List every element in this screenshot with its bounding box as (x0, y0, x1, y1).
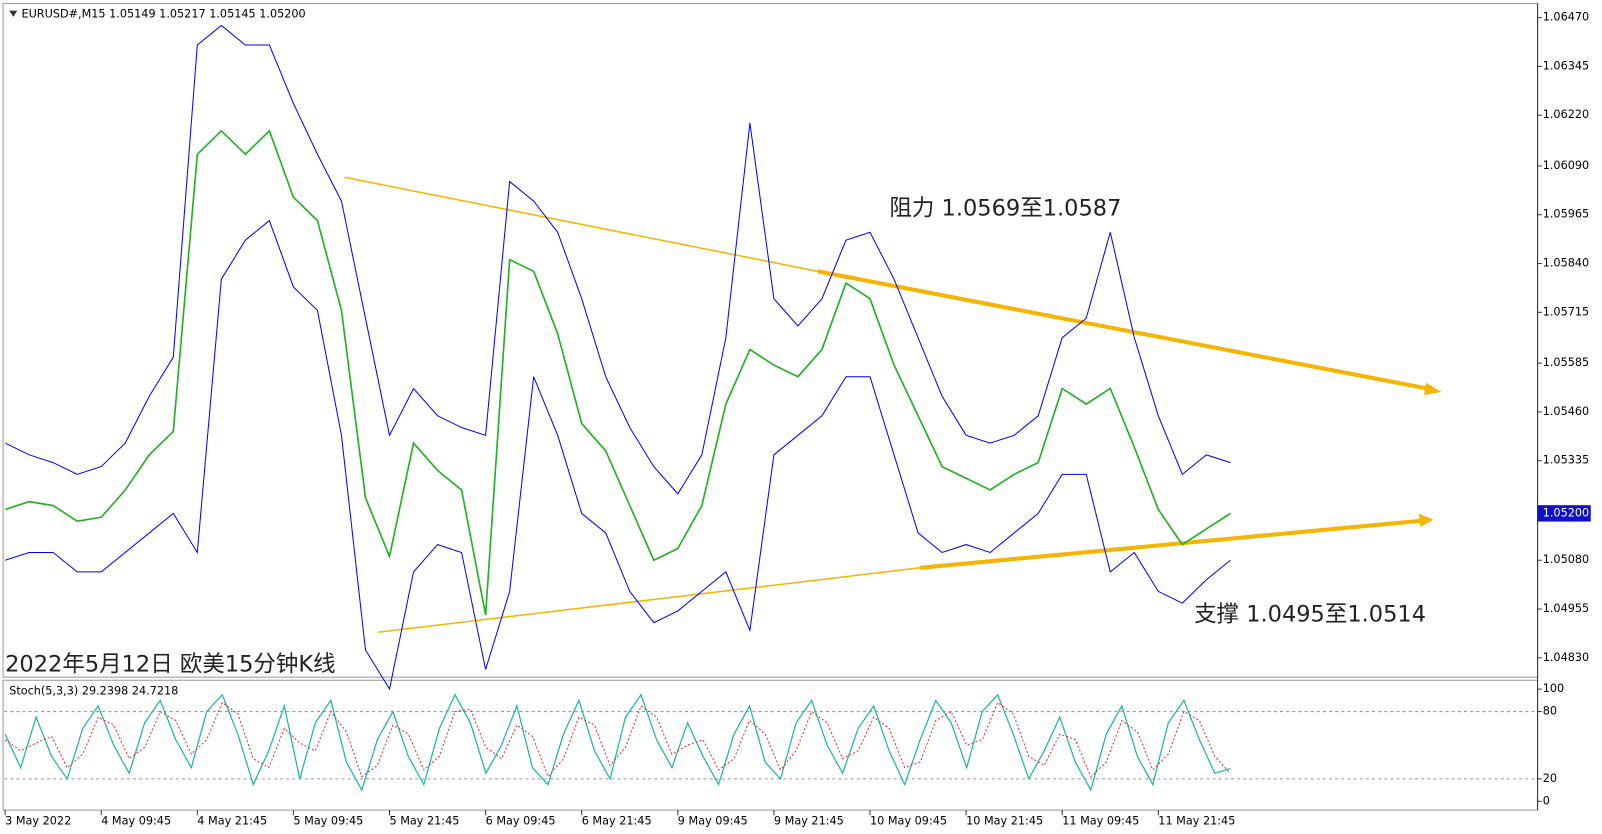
resistance-line (344, 176, 819, 273)
series-line (4, 24, 1231, 495)
series-line (4, 219, 1231, 691)
support-line (919, 518, 1422, 570)
support-note: 支撑 1.0495至1.0514 (1194, 601, 1426, 627)
x-tick-label: 4 May 09:45 (101, 814, 171, 827)
y-tick-label: 1.06090 (1543, 159, 1589, 172)
y-tick-label: 1.05715 (1543, 305, 1589, 318)
x-tick-label: 11 May 21:45 (1158, 814, 1235, 827)
x-tick-label: 10 May 09:45 (870, 814, 947, 827)
stoch-title: Stoch(5,3,3) 29.2398 24.7218 (9, 684, 178, 697)
x-tick-label: 10 May 21:45 (966, 814, 1043, 827)
y-tick-label: 1.05585 (1543, 356, 1589, 369)
y-tick-label: 1.05460 (1543, 405, 1589, 418)
resistance-note: 阻力 1.0569至1.0587 (889, 195, 1121, 221)
arrow-head (1424, 382, 1442, 396)
y-tick-label: 1.05840 (1543, 257, 1589, 270)
last-price-box (1537, 505, 1591, 522)
y-tick-label: 80 (1543, 705, 1557, 718)
y-tick-label: 1.05335 (1543, 454, 1589, 467)
resistance-line (817, 269, 1430, 391)
series-line (4, 129, 1231, 616)
y-tick-label: 1.04830 (1543, 651, 1589, 664)
support-line (378, 567, 921, 633)
series-line (4, 693, 1231, 792)
last-price-label: 1.05200 (1543, 506, 1589, 519)
x-tick-label: 9 May 09:45 (678, 814, 748, 827)
plots (4, 24, 1538, 792)
y-tick-label: 1.05965 (1543, 208, 1589, 221)
menu-triangle (9, 10, 18, 17)
chart-caption: 2022年5月12日 欧美15分钟K线 (5, 651, 336, 677)
x-tick-label: 3 May 2022 (5, 814, 71, 827)
y-tick-label: 1.05080 (1543, 553, 1589, 566)
x-tick-label: 9 May 21:45 (774, 814, 844, 827)
y-tick-label: 100 (1543, 682, 1564, 695)
x-tick-label: 5 May 09:45 (293, 814, 363, 827)
series-line (4, 701, 1231, 778)
y-tick-label: 1.06470 (1543, 11, 1589, 24)
y-tick-label: 0 (1543, 794, 1550, 807)
x-tick-label: 6 May 09:45 (486, 814, 556, 827)
x-tick-label: 4 May 21:45 (197, 814, 267, 827)
x-tick-label: 5 May 21:45 (390, 814, 460, 827)
y-tick-label: 1.06345 (1543, 59, 1589, 72)
y-tick-label: 1.06220 (1543, 108, 1589, 121)
chart-title: EURUSD#,M15 1.05149 1.05217 1.05145 1.05… (21, 8, 305, 21)
arrow-head (1419, 513, 1434, 527)
x-tick-label: 11 May 09:45 (1062, 814, 1139, 827)
y-tick-label: 1.04955 (1543, 602, 1589, 615)
y-tick-label: 20 (1543, 772, 1557, 785)
trendlines (344, 176, 1442, 633)
x-tick-label: 6 May 21:45 (582, 814, 652, 827)
